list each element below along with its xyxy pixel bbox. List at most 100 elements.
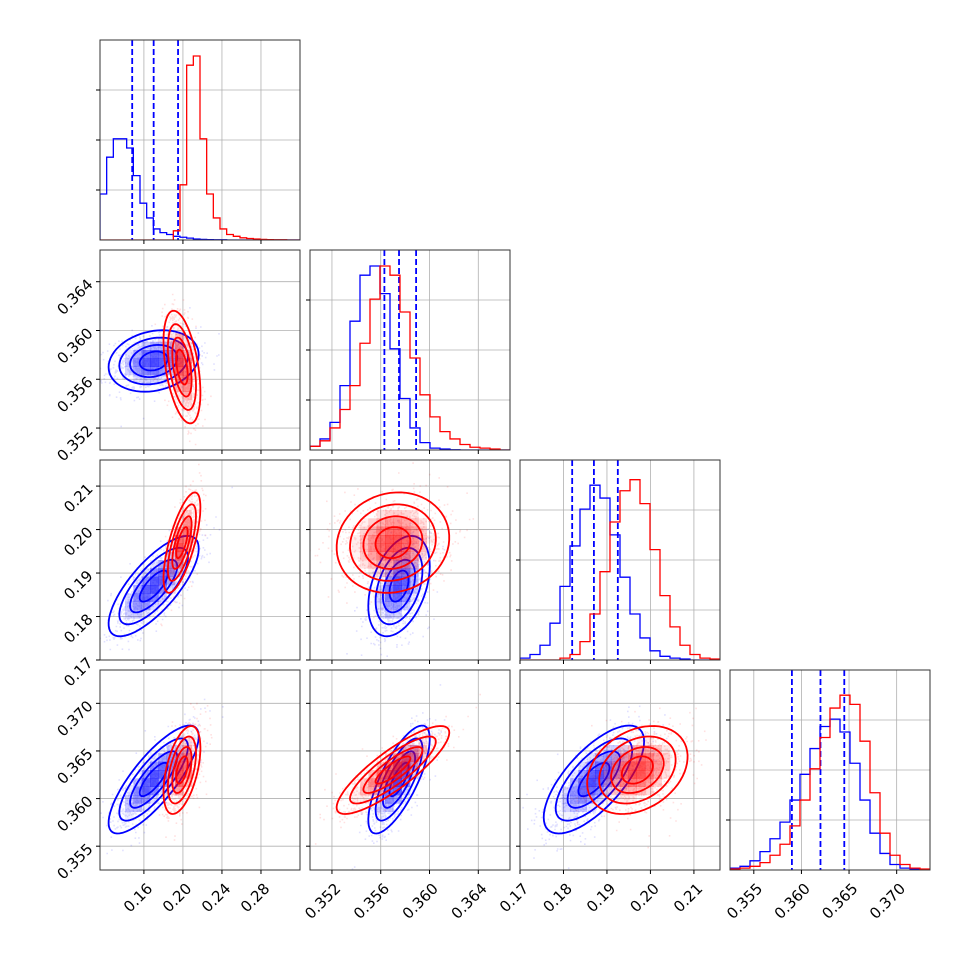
histogram-series-1 bbox=[100, 55, 300, 240]
density-cell bbox=[141, 568, 151, 577]
density-cell bbox=[368, 568, 377, 577]
density-cell bbox=[661, 770, 671, 779]
density-cell bbox=[133, 610, 142, 619]
density-cell bbox=[175, 568, 184, 577]
density-cell bbox=[368, 778, 377, 787]
density-cell bbox=[661, 761, 671, 771]
density-cell bbox=[133, 375, 142, 384]
density-cell bbox=[620, 786, 629, 796]
density-cell bbox=[385, 518, 394, 527]
density-cell bbox=[570, 778, 579, 787]
x-tick-label: 0.355 bbox=[723, 880, 766, 923]
contour-0 bbox=[107, 329, 200, 393]
density-cell bbox=[401, 551, 411, 561]
y-tick-label: 0.20 bbox=[60, 523, 96, 559]
density-cell bbox=[393, 753, 402, 762]
density-cell bbox=[368, 526, 377, 536]
contour-0 bbox=[374, 737, 424, 822]
density-cell bbox=[158, 770, 167, 779]
density-cell bbox=[360, 560, 369, 569]
density-cell bbox=[368, 786, 377, 796]
panel-frame bbox=[99, 459, 301, 661]
density-cell bbox=[611, 778, 621, 787]
density-cell bbox=[645, 745, 654, 754]
density-cell bbox=[150, 375, 159, 384]
density-cell bbox=[611, 761, 621, 771]
contour-1 bbox=[175, 526, 189, 560]
density-cell bbox=[418, 543, 427, 552]
density-cell bbox=[158, 593, 167, 602]
density-cell bbox=[393, 518, 402, 527]
density-cell bbox=[150, 778, 159, 787]
density-cell bbox=[393, 601, 402, 611]
density-cell bbox=[385, 795, 394, 804]
density-cell bbox=[393, 753, 402, 762]
density-cell bbox=[586, 786, 596, 796]
density-cell bbox=[376, 770, 386, 779]
contour-1 bbox=[162, 491, 202, 594]
density-cell bbox=[410, 551, 419, 561]
density-cell bbox=[141, 375, 151, 384]
density-cell bbox=[175, 358, 184, 367]
density-cell bbox=[410, 551, 419, 561]
density-cell bbox=[133, 795, 142, 804]
density-cell bbox=[586, 770, 596, 779]
density-cell bbox=[586, 753, 596, 762]
density-cell bbox=[141, 366, 151, 376]
x-tick-label: 0.21 bbox=[670, 880, 706, 916]
density-cell bbox=[141, 786, 151, 796]
histogram-series-1 bbox=[520, 479, 720, 660]
x-tick-label: 0.365 bbox=[818, 880, 861, 923]
density-cell bbox=[385, 601, 394, 611]
density-cell bbox=[578, 795, 587, 804]
density-cell bbox=[418, 551, 427, 561]
histogram-series-0 bbox=[730, 718, 930, 870]
y-tick-label: 0.365 bbox=[53, 745, 96, 788]
density-cell bbox=[653, 745, 662, 754]
density-cell bbox=[603, 761, 612, 771]
density-cell bbox=[158, 366, 167, 376]
density-cell bbox=[385, 778, 394, 787]
density-cell bbox=[628, 753, 637, 762]
scatter-points-0 bbox=[346, 520, 449, 657]
density-cell bbox=[636, 736, 646, 746]
density-cell bbox=[351, 795, 361, 804]
density-cell bbox=[183, 383, 192, 392]
density-cell bbox=[570, 811, 579, 821]
density-cell bbox=[653, 753, 662, 762]
density-cell bbox=[150, 786, 159, 796]
histogram-series-0 bbox=[100, 138, 300, 240]
density-cell bbox=[636, 770, 646, 779]
density-cell bbox=[385, 535, 394, 544]
density-cell bbox=[586, 803, 596, 812]
density-cell bbox=[150, 576, 159, 586]
density-cell bbox=[578, 778, 587, 787]
density-cell bbox=[141, 778, 151, 787]
density-cell bbox=[158, 753, 167, 762]
density-cell bbox=[150, 568, 159, 577]
density-cell bbox=[385, 770, 394, 779]
panel-frame bbox=[309, 459, 511, 661]
density-cell bbox=[175, 778, 184, 787]
x-tick-label: 0.364 bbox=[448, 880, 491, 923]
density-cell bbox=[628, 786, 637, 796]
density-cell bbox=[376, 518, 386, 527]
density-cell bbox=[385, 593, 394, 602]
density-cell bbox=[158, 761, 167, 771]
y-tick-label: 0.19 bbox=[60, 567, 96, 603]
x-tick-label: 0.20 bbox=[626, 880, 662, 916]
y-tick-label: 0.355 bbox=[53, 840, 96, 883]
density-cell bbox=[385, 610, 394, 619]
density-cell bbox=[653, 761, 662, 771]
density-cell bbox=[636, 778, 646, 787]
histogram-panel-3-3 bbox=[730, 670, 930, 870]
density-cell bbox=[410, 770, 419, 779]
density-cell bbox=[175, 341, 184, 351]
density-cell bbox=[150, 358, 159, 367]
density-cell bbox=[125, 350, 134, 359]
contour-0 bbox=[107, 534, 200, 638]
density-cell bbox=[183, 778, 192, 787]
density-cell bbox=[578, 786, 587, 796]
density-cell bbox=[150, 770, 159, 779]
density-cell bbox=[150, 753, 159, 762]
